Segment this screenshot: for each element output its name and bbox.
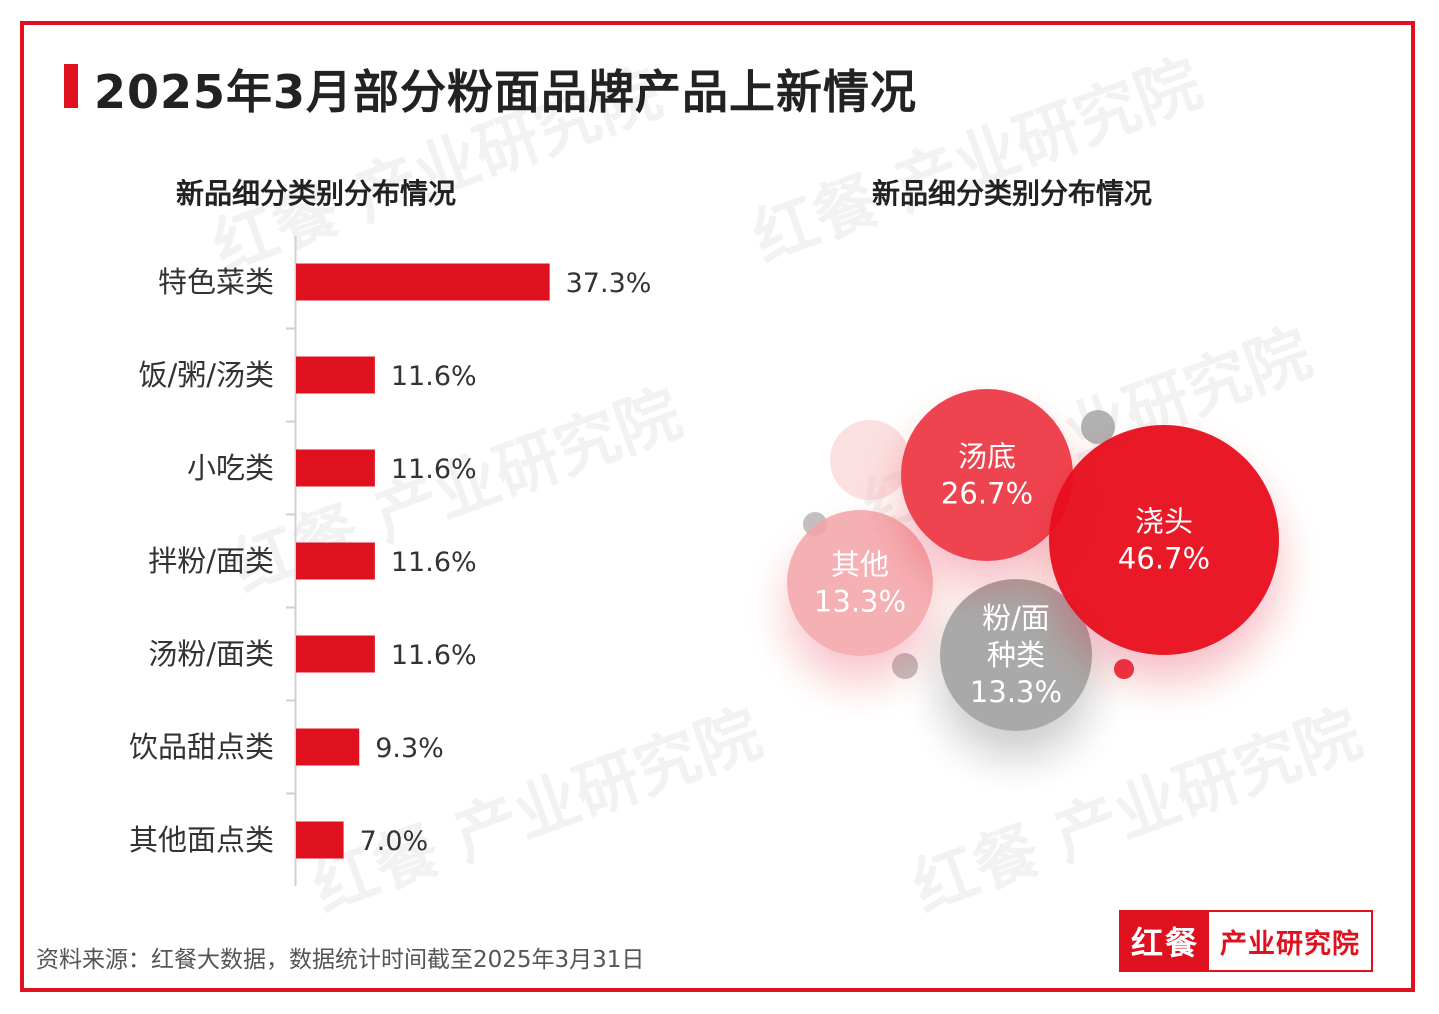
bubble-value-label: 13.3% [814, 585, 906, 619]
bubble [1049, 425, 1279, 655]
source-note: 资料来源：红餐大数据，数据统计时间截至2025年3月31日 [36, 947, 645, 973]
bubble-name-label: 其他 [831, 548, 889, 582]
bar [296, 635, 375, 673]
value-label: 11.6% [391, 361, 477, 392]
bubble-name-label: 浇头 [1135, 505, 1193, 539]
bar-chart-title: 新品细分类别分布情况 [176, 177, 457, 210]
bubble-value-label: 26.7% [941, 477, 1033, 511]
logo-left: 红餐 [1121, 912, 1209, 970]
category-label: 其他面点类 [129, 823, 274, 857]
category-label: 饭/粥/汤类 [138, 358, 274, 392]
value-label: 11.6% [391, 640, 477, 671]
bar [296, 356, 375, 394]
decor-dot [892, 653, 918, 679]
bubble-value-label: 46.7% [1118, 542, 1210, 576]
decor-dot [1114, 659, 1134, 679]
bubble [787, 510, 933, 656]
value-label: 11.6% [391, 547, 477, 578]
brand-logo: 红餐 产业研究院 [1119, 910, 1373, 972]
value-label: 9.3% [375, 733, 444, 764]
decor-dot [1081, 410, 1115, 444]
logo-right: 产业研究院 [1220, 928, 1360, 960]
bar [296, 263, 550, 301]
bubble [940, 579, 1092, 731]
bubble-chart-title: 新品细分类别分布情况 [872, 177, 1153, 210]
title-accent-bar [64, 64, 78, 108]
value-label: 7.0% [360, 826, 429, 857]
bubble-name-label: 粉/面 [982, 601, 1050, 635]
bar [296, 728, 360, 766]
page-title: 2025年3月部分粉面品牌产品上新情况 [94, 65, 918, 119]
category-label: 汤粉/面类 [148, 637, 274, 671]
value-label: 11.6% [391, 454, 477, 485]
bubble-name-label: 汤底 [958, 440, 1016, 474]
bubble [901, 389, 1073, 561]
bubble-name-label: 种类 [987, 638, 1045, 672]
bar [296, 542, 375, 580]
bar [296, 821, 344, 859]
category-label: 小吃类 [187, 451, 274, 485]
bar [296, 449, 375, 487]
category-label: 拌粉/面类 [148, 544, 274, 578]
value-label: 37.3% [566, 268, 652, 299]
category-label: 特色菜类 [158, 265, 274, 299]
bar-chart: 特色菜类 37.3% 饭/粥/汤类 11.6% 小吃类 11.6% 拌粉/面类 11.6% 汤粉… [129, 236, 652, 886]
decor-dot [830, 420, 910, 500]
category-label: 饮品甜点类 [129, 730, 274, 764]
bubble-value-label: 13.3% [970, 675, 1062, 709]
